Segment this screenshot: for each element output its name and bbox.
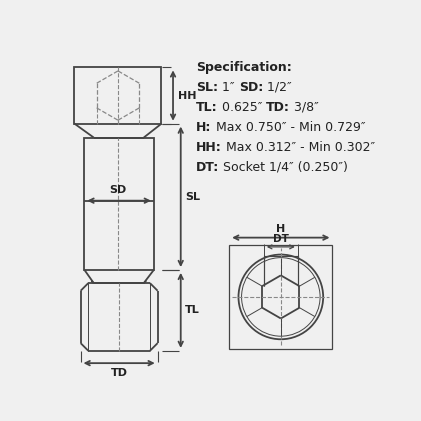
Text: 1″: 1″ — [218, 80, 239, 93]
Text: DT: DT — [273, 234, 289, 244]
Text: 0.625″: 0.625″ — [218, 101, 266, 114]
Text: SD: SD — [109, 185, 127, 195]
Text: SL: SL — [185, 192, 200, 202]
Text: TL: TL — [185, 305, 200, 315]
Text: TD:: TD: — [266, 101, 290, 114]
Text: H:: H: — [196, 120, 211, 133]
Text: DT:: DT: — [196, 161, 219, 173]
Bar — [75, 67, 162, 124]
Text: SL:: SL: — [196, 80, 218, 93]
Text: TL:: TL: — [196, 101, 218, 114]
Text: HH:: HH: — [196, 141, 222, 154]
Text: H: H — [276, 224, 285, 234]
Text: Max 0.312″ - Min 0.302″: Max 0.312″ - Min 0.302″ — [222, 141, 375, 154]
Text: SD:: SD: — [239, 80, 263, 93]
Text: 3/8″: 3/8″ — [290, 101, 319, 114]
Text: Specification:: Specification: — [196, 61, 292, 74]
Text: Max 0.750″ - Min 0.729″: Max 0.750″ - Min 0.729″ — [211, 120, 365, 133]
Text: 1/2″: 1/2″ — [263, 80, 291, 93]
Text: HH: HH — [178, 91, 196, 101]
Bar — [85, 138, 154, 270]
Bar — [229, 245, 333, 349]
Text: Socket 1/4″ (0.250″): Socket 1/4″ (0.250″) — [219, 161, 348, 173]
Text: TD: TD — [111, 368, 128, 378]
